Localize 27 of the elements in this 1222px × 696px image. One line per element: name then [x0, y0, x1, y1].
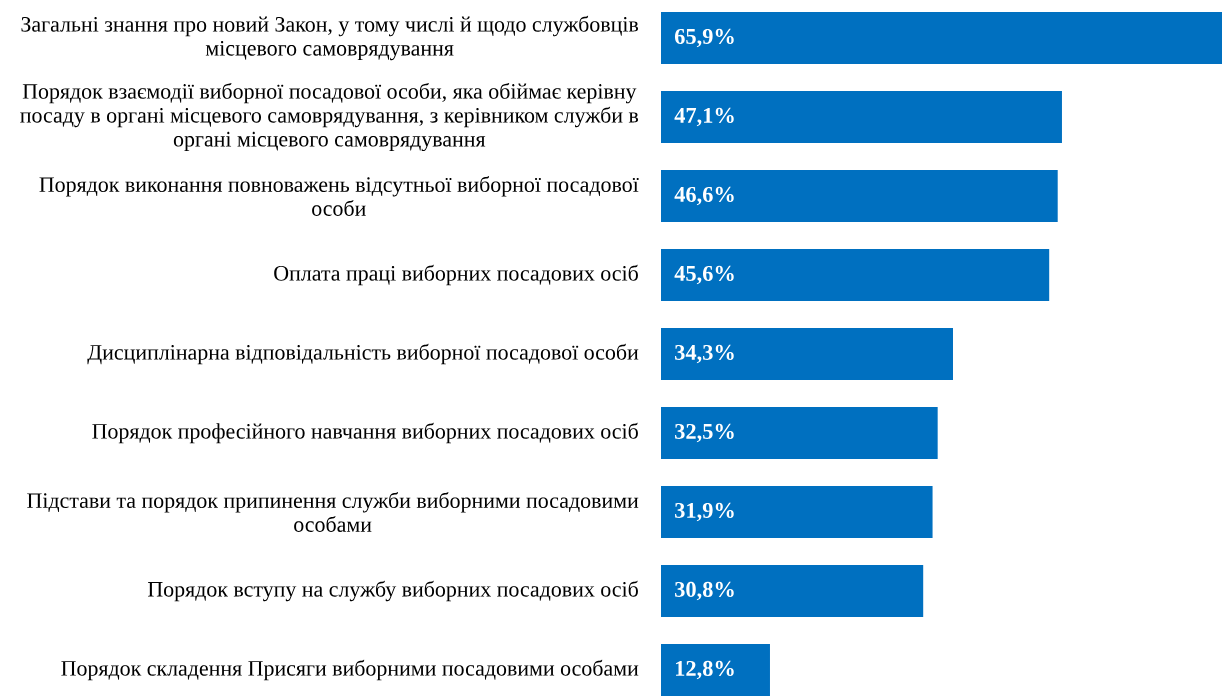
- y-tick-label: Підстави та порядок припинення служби виборними посадовими особами: [27, 492, 639, 532]
- bar: [661, 407, 938, 459]
- y-tick-label: Дисциплінарна відповідальність виборної посадової особи: [87, 343, 639, 365]
- data-label: 45,6%: [674, 265, 734, 285]
- bar: [661, 170, 1058, 222]
- data-label: 34,3%: [675, 344, 734, 364]
- y-tick-label: Порядок професійного навчання виборних посадових осіб: [92, 422, 638, 444]
- data-label: 32,5%: [675, 423, 734, 443]
- data-label: 47,1%: [674, 107, 734, 127]
- y-tick-label: Порядок складення Присяги виборними посадовими особами: [61, 659, 639, 681]
- y-tick-label: Оплата праці виборних посадових осіб: [274, 264, 638, 286]
- bar: [661, 328, 953, 380]
- bar: [661, 91, 1062, 143]
- bar: [661, 565, 924, 617]
- data-label: 12,8%: [676, 660, 734, 680]
- bar: [661, 644, 770, 696]
- data-label: 46,6%: [674, 186, 734, 206]
- data-label: 31,9%: [675, 502, 734, 522]
- bar: [661, 486, 933, 538]
- y-tick-label: Порядок виконання повноважень відсутньої виборної посадової особи: [39, 176, 639, 216]
- y-tick-label: Порядок взаємодії виборної посадової особи, яка обіймає керівну посаду в органі місцевого самоврядування, з керівником служби в органі місцевого самоврядування: [20, 82, 639, 152]
- data-label: 65,9%: [674, 28, 734, 48]
- data-label: 30,8%: [675, 581, 734, 601]
- bar: [661, 249, 1050, 301]
- y-tick-label: Порядок вступу на службу виборних посадових осіб: [148, 580, 638, 602]
- y-tick-label: Загальні знання про новий Закон, у тому числі й щодо службовців місцевого самоврядування: [21, 15, 639, 61]
- bar: [661, 12, 1222, 64]
